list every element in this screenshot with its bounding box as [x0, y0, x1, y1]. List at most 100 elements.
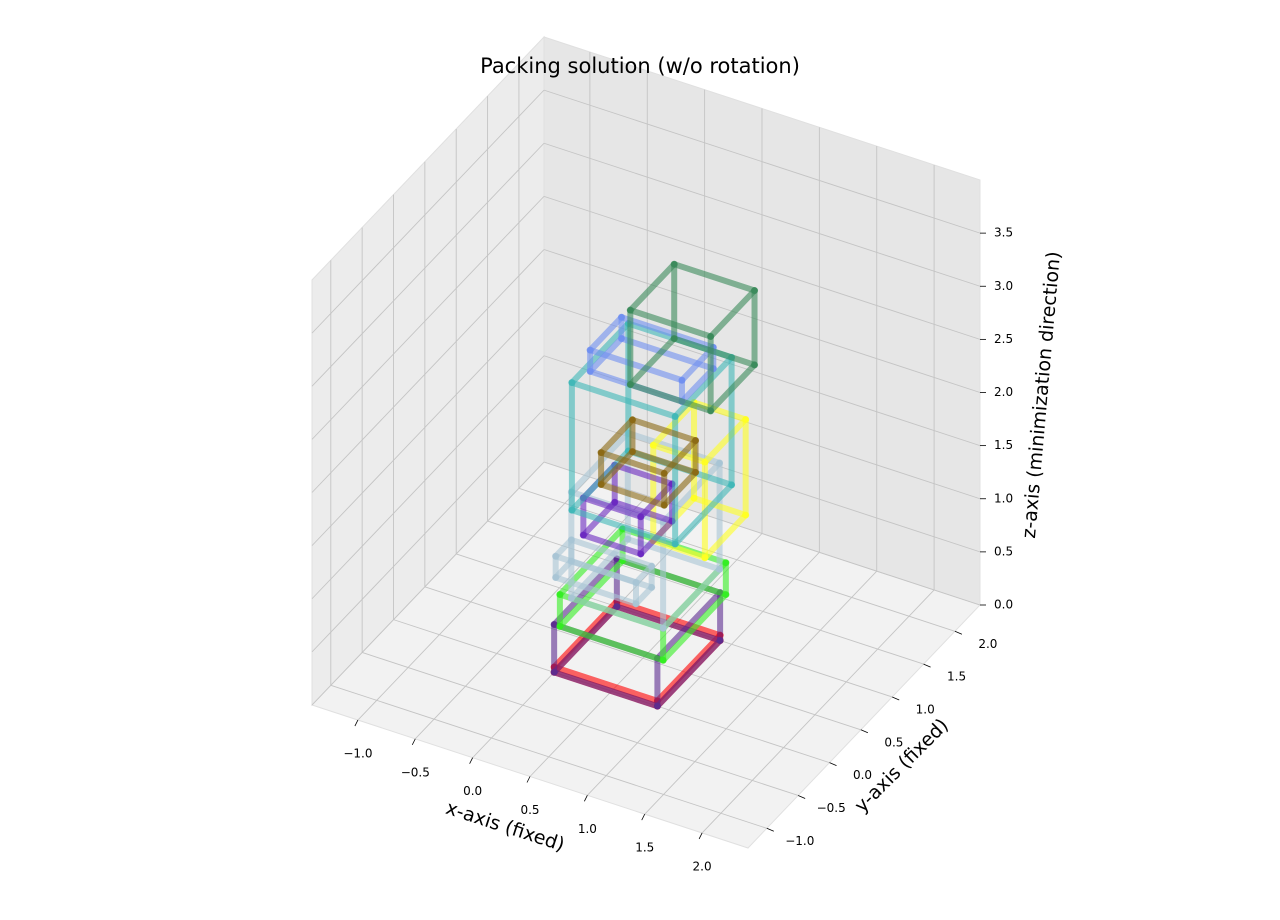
- box-vertex: [728, 481, 736, 489]
- box-vertex: [660, 469, 668, 477]
- box-edge: [627, 381, 714, 414]
- box-edge: [627, 261, 678, 314]
- box-edge: [672, 354, 735, 420]
- box-edge: [587, 347, 685, 384]
- tick-mark: [584, 795, 588, 802]
- grid-line: [311, 408, 545, 653]
- z-axis-label: z-axis (minimization direction): [1018, 251, 1065, 540]
- box-edge: [629, 416, 699, 444]
- box-vertex: [618, 335, 626, 343]
- grid-line: [543, 195, 981, 340]
- box-vertex: [550, 668, 558, 676]
- grid-line: [414, 495, 648, 740]
- box-vertex: [632, 579, 640, 587]
- y-tick-label: 0.5: [884, 735, 903, 749]
- box-vertex: [671, 412, 679, 420]
- box-edge: [671, 335, 758, 368]
- box-edge: [654, 589, 724, 662]
- box-vertex: [618, 313, 626, 321]
- box-vertex: [628, 448, 636, 456]
- grid-line: [311, 249, 545, 493]
- box-vertex: [567, 557, 575, 565]
- tick-mark: [798, 795, 806, 799]
- z-tick-label: 0.5: [994, 544, 1013, 558]
- y-axis-label: y-axis (fixed): [850, 714, 953, 817]
- x-tick-label: 1.5: [635, 841, 654, 855]
- x-tick-label: 2.0: [693, 859, 712, 873]
- tick-mark: [766, 827, 774, 832]
- grid-line: [587, 552, 820, 796]
- box-vertex: [586, 367, 594, 375]
- grid-line: [701, 589, 935, 834]
- grid: −1.0 −0.5 0.0 0.5 1.0 1.5 2.0 −1.0 −0.5 0.0 0.5 1.0…: [311, 52, 1013, 873]
- box-vertex: [567, 594, 575, 602]
- tick-mark: [954, 630, 963, 635]
- box-edge: [654, 637, 724, 710]
- box-vertex: [556, 590, 564, 598]
- box-vertex: [701, 554, 709, 562]
- box-edge: [556, 623, 667, 664]
- box-edge: [580, 532, 644, 557]
- y-tick-label: 1.0: [916, 702, 935, 716]
- box-vertex: [670, 335, 678, 343]
- box-vertex: [626, 306, 634, 314]
- box-vertex: [751, 361, 759, 369]
- x-tick-label: −0.5: [401, 765, 430, 779]
- y-tick-label: 2.0: [978, 637, 997, 651]
- grid-line: [543, 249, 981, 393]
- box-edge: [707, 287, 758, 340]
- box-vertex: [552, 552, 560, 560]
- box-vertex: [556, 622, 564, 630]
- box-vertex: [742, 415, 750, 423]
- box-vertex: [659, 656, 667, 664]
- box-edge: [551, 663, 661, 704]
- grid-line: [311, 302, 545, 546]
- box-vertex: [660, 501, 668, 509]
- y-tick-label: 0.0: [853, 768, 872, 782]
- box-vertex: [722, 591, 730, 599]
- box-vertex: [611, 498, 619, 506]
- grid-line: [518, 487, 956, 632]
- box-vertex: [692, 437, 700, 445]
- tick-mark: [829, 762, 837, 766]
- box-vertex: [659, 624, 667, 632]
- chart-title: Packing solution (w/o rotation): [480, 54, 800, 78]
- z-tick-label: 3.5: [994, 226, 1013, 240]
- tick-mark: [860, 729, 869, 734]
- box-vertex: [653, 702, 661, 710]
- box-edge: [627, 335, 678, 388]
- grid-line: [311, 355, 545, 600]
- grid-line: [311, 196, 545, 440]
- grid-line: [543, 142, 981, 287]
- boxes: [550, 260, 759, 710]
- x-tick-label: −1.0: [343, 747, 372, 761]
- grid-line: [311, 142, 545, 387]
- box-vertex: [628, 416, 636, 424]
- box-vertex: [568, 506, 576, 514]
- box-vertex: [716, 636, 724, 644]
- y-tick-label: −1.0: [785, 834, 814, 848]
- tick-mark: [698, 832, 703, 840]
- box-edge: [598, 448, 636, 488]
- grid-line: [543, 89, 981, 234]
- box-vertex: [568, 379, 576, 387]
- tick-mark: [469, 757, 473, 764]
- box-vertex: [550, 620, 558, 628]
- grid-line: [330, 684, 767, 829]
- box-vertex: [722, 559, 730, 567]
- grid-line: [357, 476, 591, 721]
- x-tick-label: 1.0: [578, 822, 597, 836]
- box-vertex: [751, 287, 759, 295]
- box-vertex: [671, 540, 679, 548]
- box-edge: [598, 481, 668, 509]
- z-tick-label: 2.5: [994, 332, 1013, 346]
- box-edge: [629, 448, 699, 476]
- grid-line: [311, 89, 545, 334]
- box-vertex: [579, 531, 587, 539]
- box-edge: [598, 416, 636, 456]
- box-vertex: [692, 468, 700, 476]
- box-vertex: [648, 583, 656, 591]
- box-vertex: [649, 441, 657, 449]
- box-vertex: [613, 603, 621, 611]
